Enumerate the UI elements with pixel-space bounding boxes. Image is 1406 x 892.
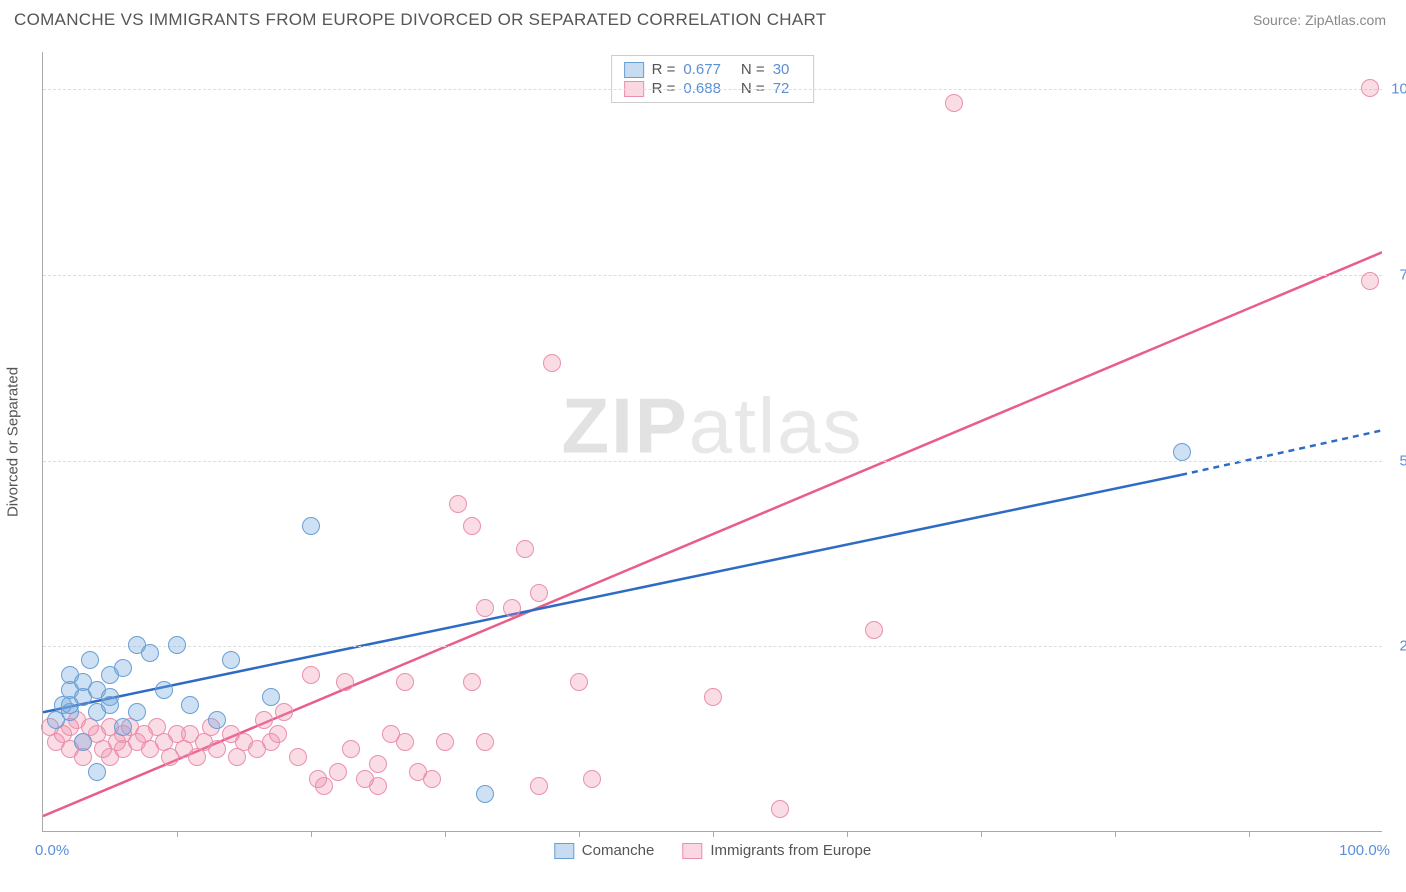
scatter-point-immigrants [396,673,414,691]
scatter-point-immigrants [865,621,883,639]
scatter-point-comanche [61,666,79,684]
x-tick [1115,831,1116,837]
x-tick [981,831,982,837]
scatter-point-immigrants [255,711,273,729]
scatter-point-immigrants [396,733,414,751]
scatter-point-comanche [114,718,132,736]
legend-row: R = 0.677 N = 30 [624,60,802,79]
scatter-point-comanche [181,696,199,714]
x-tick [579,831,580,837]
y-tick-label: 100.0% [1391,81,1406,98]
title-bar: COMANCHE VS IMMIGRANTS FROM EUROPE DIVOR… [0,0,1406,36]
scatter-point-immigrants [476,599,494,617]
scatter-point-comanche [222,651,240,669]
x-tick [177,831,178,837]
scatter-point-immigrants [336,673,354,691]
scatter-point-immigrants [329,763,347,781]
chart-plot-area: Divorced or Separated ZIPatlas 0.0% 100.… [42,52,1382,832]
scatter-point-immigrants [771,800,789,818]
scatter-point-immigrants [543,354,561,372]
scatter-point-immigrants [570,673,588,691]
y-tick-label: 25.0% [1399,638,1406,655]
series-legend-item: Immigrants from Europe [682,842,871,859]
scatter-point-immigrants [342,740,360,758]
scatter-point-immigrants [463,517,481,535]
source-attribution: Source: ZipAtlas.com [1253,12,1386,28]
scatter-point-immigrants [369,755,387,773]
scatter-point-immigrants [583,770,601,788]
scatter-point-immigrants [1361,272,1379,290]
scatter-point-immigrants [945,94,963,112]
legend-swatch-icon [554,843,574,859]
scatter-point-immigrants [449,495,467,513]
gridline [43,89,1382,90]
legend-swatch-icon [624,62,644,78]
scatter-point-immigrants [269,725,287,743]
x-axis-min-label: 0.0% [35,842,69,859]
scatter-point-comanche [74,733,92,751]
scatter-point-immigrants [423,770,441,788]
y-tick-label: 50.0% [1399,452,1406,469]
scatter-point-immigrants [436,733,454,751]
scatter-point-immigrants [275,703,293,721]
scatter-point-immigrants [503,599,521,617]
trend-lines-svg [43,52,1382,831]
scatter-point-comanche [128,703,146,721]
y-axis-title: Divorced or Separated [5,366,22,516]
scatter-point-comanche [101,696,119,714]
scatter-point-comanche [141,644,159,662]
scatter-point-immigrants [530,777,548,795]
scatter-point-comanche [1173,443,1191,461]
y-tick-label: 75.0% [1399,266,1406,283]
scatter-point-immigrants [516,540,534,558]
scatter-point-immigrants [369,777,387,795]
scatter-point-immigrants [463,673,481,691]
scatter-point-comanche [262,688,280,706]
scatter-point-immigrants [289,748,307,766]
chart-title: COMANCHE VS IMMIGRANTS FROM EUROPE DIVOR… [14,10,826,30]
x-tick [1249,831,1250,837]
x-axis-max-label: 100.0% [1339,842,1390,859]
correlation-legend: R = 0.677 N = 30 R = 0.688 N = 72 [611,55,815,103]
x-tick [311,831,312,837]
scatter-point-comanche [74,688,92,706]
gridline [43,646,1382,647]
x-tick [847,831,848,837]
scatter-point-comanche [208,711,226,729]
scatter-point-comanche [302,517,320,535]
scatter-point-immigrants [476,733,494,751]
scatter-point-comanche [114,659,132,677]
gridline [43,275,1382,276]
scatter-point-immigrants [704,688,722,706]
scatter-point-comanche [81,651,99,669]
scatter-point-immigrants [302,666,320,684]
scatter-point-immigrants [208,740,226,758]
scatter-point-immigrants [1361,79,1379,97]
scatter-point-comanche [88,763,106,781]
x-tick [445,831,446,837]
x-tick [713,831,714,837]
scatter-point-comanche [476,785,494,803]
scatter-point-immigrants [530,584,548,602]
scatter-point-immigrants [315,777,333,795]
series-legend: Comanche Immigrants from Europe [554,842,871,859]
scatter-point-comanche [168,636,186,654]
legend-swatch-icon [682,843,702,859]
series-legend-item: Comanche [554,842,655,859]
scatter-point-comanche [155,681,173,699]
